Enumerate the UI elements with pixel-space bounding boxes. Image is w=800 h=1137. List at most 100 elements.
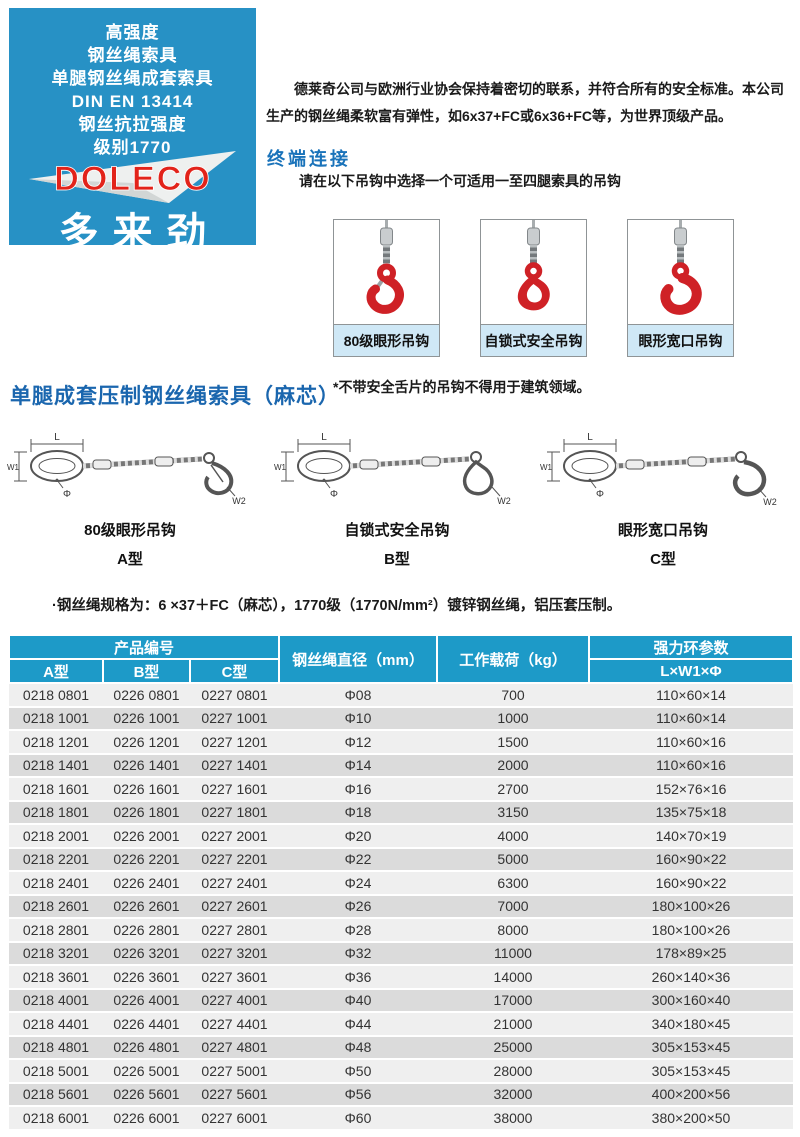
product-section-heading: 单腿成套压制钢丝绳索具（麻芯） [10,385,340,408]
table-cell: 0227 5601 [190,1082,279,1107]
header-ring-dims: L×W1×Φ [588,658,794,684]
table-cell: 0218 1201 [9,730,103,755]
table-cell: 0218 2201 [9,847,103,872]
dim-label-w2: W2 [497,496,511,506]
hook-caption: 眼形宽口吊钩 [628,324,733,356]
table-cell: Φ14 [279,753,437,778]
diagram-type: B型 [384,551,410,568]
table-cell: 14000 [437,965,589,990]
table-row: 0218 0801 0226 0801 0227 0801 Φ08 700 110×60×… [9,683,793,708]
table-cell: 178×89×25 [589,941,793,966]
table-cell: 110×60×16 [589,730,793,755]
table-cell: 0218 3601 [9,965,103,990]
table-cell: 0226 3601 [103,965,190,990]
intro-paragraph: 德莱奇公司与欧洲行业协会保持着密切的联系，并符合所有的安全标准。本公司生产的钢丝… [266,81,784,124]
table-cell: 21000 [437,1012,589,1037]
header-type-b: B型 [102,658,191,684]
table-cell: 32000 [437,1082,589,1107]
table-cell: 0226 1801 [103,800,190,825]
table-cell: 0226 5001 [103,1059,190,1084]
dim-label-w1: W1 [7,463,20,472]
wire-rope-spec-note: ·钢丝绳规格为：6 ×37＋FC（麻芯），1770级（1770N/mm²）镀锌钢… [52,598,622,614]
hook-card-wide-mouth-hook: 眼形宽口吊钩 [627,219,734,357]
table-cell: 305×153×45 [589,1035,793,1060]
table-cell: 0226 2001 [103,824,190,849]
table-cell: 6300 [437,871,589,896]
brand-logo-text: DOLECO [54,160,211,198]
sling-diagram-drawing: L W1 Φ W2 [7,432,246,506]
table-cell: 0227 1801 [190,800,279,825]
table-cell: 400×200×56 [589,1082,793,1107]
table-cell: 0227 3601 [190,965,279,990]
brand-line: 单腿钢丝绳成套索具 [51,69,214,88]
table-cell: 0218 1001 [9,706,103,731]
table-cell: 340×180×45 [589,1012,793,1037]
brand-chinese-name: 多来劲 [58,211,221,255]
diagram-name: 自锁式安全吊钩 [344,522,450,539]
table-cell: 0218 4001 [9,988,103,1013]
brand-text-block: 高强度 钢丝绳索具 单腿钢丝绳成套索具 DIN EN 13414 钢丝抗拉强度 … [9,8,256,159]
table-cell: 0226 1201 [103,730,190,755]
table-cell: 0227 3201 [190,941,279,966]
hook-card-eye-hook: 80级眼形吊钩 [333,219,440,357]
brand-line: 钢丝绳索具 [87,46,178,65]
paper-plane-icon [29,151,236,203]
table-cell: 160×90×22 [589,847,793,872]
table-cell: 0226 5601 [103,1082,190,1107]
table-cell: 0226 0801 [103,683,190,708]
table-cell: Φ60 [279,1106,437,1131]
brand-line: 高强度 [105,23,160,42]
doleco-logo: DOLECO [29,151,236,203]
table-body: 0218 0801 0226 0801 0227 0801 Φ08 700 110×60×… [9,683,793,1131]
diagram-name: 眼形宽口吊钩 [617,522,708,539]
hook-caption: 80级眼形吊钩 [334,324,439,356]
table-cell: Φ20 [279,824,437,849]
table-cell: 0218 4401 [9,1012,103,1037]
table-cell: 0227 4001 [190,988,279,1013]
self-locking-hook-photo [481,220,586,324]
table-cell: 300×160×40 [589,988,793,1013]
table-cell: 0218 4801 [9,1035,103,1060]
table-cell: 305×153×45 [589,1059,793,1084]
table-cell: 28000 [437,1059,589,1084]
brand-line: DIN EN 13414 [71,92,194,111]
dim-label-l: L [321,432,327,443]
diagram-type: A型 [117,551,143,568]
table-cell: Φ26 [279,894,437,919]
table-cell: 260×140×36 [589,965,793,990]
table-cell: 0218 1401 [9,753,103,778]
table-row: 0218 4001 0226 4001 0227 4001 Φ40 17000 300×1… [9,988,793,1013]
table-cell: 700 [437,683,589,708]
table-row: 0218 1601 0226 1601 0227 1601 Φ16 2700 152×76… [9,777,793,802]
table-cell: 3150 [437,800,589,825]
dim-label-w2: W2 [232,496,246,506]
header-ring-params: 强力环参数 [588,634,794,660]
table-cell: 2700 [437,777,589,802]
table-cell: Φ12 [279,730,437,755]
header-load: 工作载荷（kg） [436,634,590,684]
header-diameter: 钢丝绳直径（mm） [278,634,438,684]
table-cell: 180×100×26 [589,894,793,919]
table-cell: 1000 [437,706,589,731]
table-row: 0218 2001 0226 2001 0227 2001 Φ20 4000 140×70… [9,824,793,849]
table-cell: 0226 4001 [103,988,190,1013]
table-cell: 0227 2401 [190,871,279,896]
table-row: 0218 4801 0226 4801 0227 4801 Φ48 25000 305×1… [9,1035,793,1060]
table-cell: 0227 0801 [190,683,279,708]
table-cell: 38000 [437,1106,589,1131]
table-cell: 110×60×16 [589,753,793,778]
table-cell: Φ48 [279,1035,437,1060]
table-cell: 25000 [437,1035,589,1060]
table-cell: 180×100×26 [589,918,793,943]
table-row: 0218 5001 0226 5001 0227 5001 Φ50 28000 305×1… [9,1059,793,1084]
table-cell: 0226 4801 [103,1035,190,1060]
table-cell: 0226 3201 [103,941,190,966]
table-cell: 0227 2201 [190,847,279,872]
table-cell: 380×200×50 [589,1106,793,1131]
sling-diagram-drawing: L W1 Φ W2 [274,432,511,506]
table-cell: 160×90×22 [589,871,793,896]
table-cell: Φ10 [279,706,437,731]
eye-hook-photo [334,220,439,324]
table-cell: 0226 1601 [103,777,190,802]
dim-label-w1: W1 [274,463,287,472]
